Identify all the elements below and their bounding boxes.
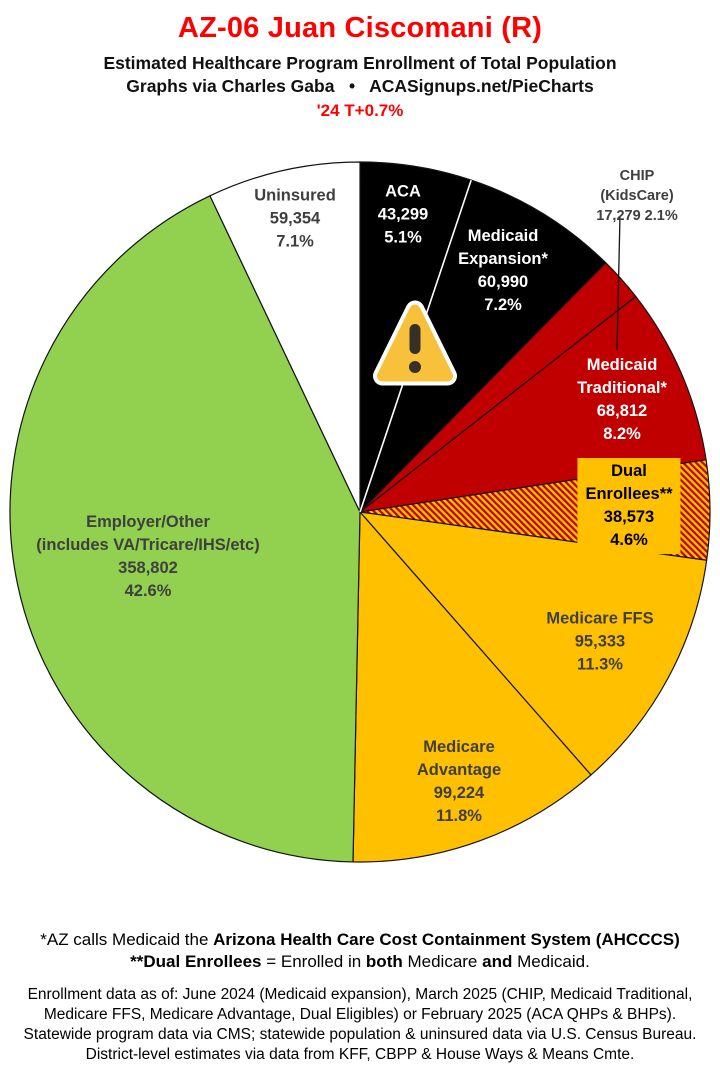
- page-title: AZ-06 Juan Ciscomani (R): [177, 12, 543, 44]
- pie-slice-medicare-advantage: [352, 511, 592, 863]
- pie-slice-employer-other: [9, 195, 361, 863]
- footnote-segment: Arizona Health Care Cost Containment Sys…: [213, 930, 680, 949]
- chip-leader-line: [616, 215, 621, 351]
- pie-label-medicaid-expansion: Medicaid Expansion* 60,990 7.2%: [458, 227, 548, 314]
- source-note-line: Medicare FFS, Medicare Advantage, Dual E…: [43, 1006, 677, 1023]
- pie-slice-medicaid-expansion: [359, 179, 607, 513]
- pie-label-chip-kidscare: CHIP (KidsCare) 17,279 2.1%: [596, 168, 678, 224]
- pie-label-aca: ACA 43,299 5.1%: [377, 182, 429, 247]
- pie-label-employer-other: Employer/Other (includes VA/Tricare/IHS/…: [36, 513, 260, 600]
- warning-exclamation-dot: [409, 361, 421, 373]
- pie-label-medicare-advantage: Medicare Advantage 99,224 11.8%: [416, 738, 502, 825]
- pie-chart: [9, 161, 711, 863]
- footnote-segment: and: [482, 952, 513, 971]
- pie-slices: [9, 161, 711, 863]
- footnote-segment: = Enrolled in: [261, 952, 366, 971]
- source-notes: Enrollment data as of: June 2024 (Medica…: [0, 985, 720, 1065]
- trend-badge: '24 T+0.7%: [316, 101, 404, 120]
- chart-byline: Graphs via Charles Gaba • ACASignups.net…: [126, 76, 594, 96]
- pie-label-dual-enrollees: Dual Enrollees** 38,573 4.6%: [577, 458, 681, 554]
- footnote-segment: Medicare: [402, 952, 483, 971]
- footnote-segment: **Dual Enrollees: [130, 952, 262, 971]
- footnote-segment: *AZ calls Medicaid the: [40, 930, 214, 949]
- pie-slice-medicare-ffs: [359, 511, 708, 776]
- warning-icon: [373, 300, 457, 386]
- source-note-line: District-level estimates via data from K…: [85, 1046, 635, 1063]
- pie-label-uninsured: Uninsured 59,354 7.1%: [254, 186, 336, 251]
- footnote-dual-enrollees: **Dual Enrollees = Enrolled in both Medi…: [0, 951, 720, 972]
- source-note-line: Statewide program data via CMS; statewid…: [23, 1026, 697, 1043]
- footnote-segment: both: [365, 952, 403, 971]
- pie-label-medicare-ffs: Medicare FFS 95,333 11.3%: [546, 609, 654, 674]
- footnote-segment: Medicaid.: [512, 952, 590, 971]
- chart-subtitle: Estimated Healthcare Program Enrollment …: [103, 53, 617, 73]
- warning-exclamation-bar: [409, 324, 421, 354]
- pie-slice-uninsured: [209, 161, 361, 513]
- pie-label-medicaid-traditional: Medicaid Traditional* 68,812 8.2%: [577, 356, 667, 443]
- footnote-ahcccs: *AZ calls Medicaid the Arizona Health Ca…: [0, 929, 720, 950]
- source-note-line: Enrollment data as of: June 2024 (Medica…: [27, 986, 693, 1003]
